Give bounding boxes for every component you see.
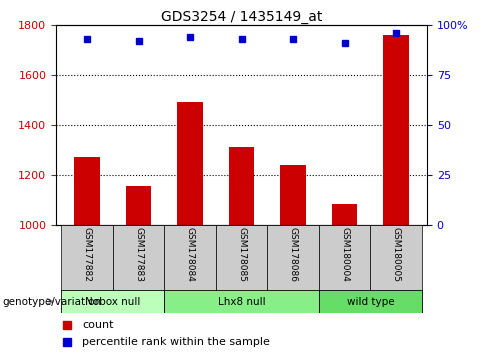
Bar [216, 225, 267, 292]
Bar [370, 225, 422, 292]
Title: GDS3254 / 1435149_at: GDS3254 / 1435149_at [161, 10, 322, 24]
Bar [332, 204, 357, 225]
Text: GSM178085: GSM178085 [237, 227, 246, 282]
Bar [74, 157, 100, 225]
Text: GSM177883: GSM177883 [134, 227, 143, 282]
Text: GSM180005: GSM180005 [391, 227, 401, 282]
Bar [319, 290, 422, 313]
Bar [177, 102, 203, 225]
Text: GSM178084: GSM178084 [185, 227, 195, 282]
Bar [61, 290, 164, 313]
Text: GSM178086: GSM178086 [288, 227, 298, 282]
Bar [164, 225, 216, 292]
Bar [164, 290, 319, 313]
Bar [319, 225, 370, 292]
Text: GSM177882: GSM177882 [82, 227, 92, 282]
Text: Lhx8 null: Lhx8 null [218, 297, 265, 307]
Bar [280, 165, 306, 225]
Bar [267, 225, 319, 292]
Bar [126, 186, 151, 225]
Bar [229, 147, 254, 225]
Bar [61, 225, 113, 292]
Text: Nobox null: Nobox null [85, 297, 141, 307]
Text: percentile rank within the sample: percentile rank within the sample [82, 337, 270, 347]
Bar [383, 35, 409, 225]
Text: wild type: wild type [346, 297, 394, 307]
Text: GSM180004: GSM180004 [340, 227, 349, 282]
Text: genotype/variation: genotype/variation [2, 297, 102, 307]
Text: count: count [82, 320, 114, 330]
Bar [113, 225, 164, 292]
